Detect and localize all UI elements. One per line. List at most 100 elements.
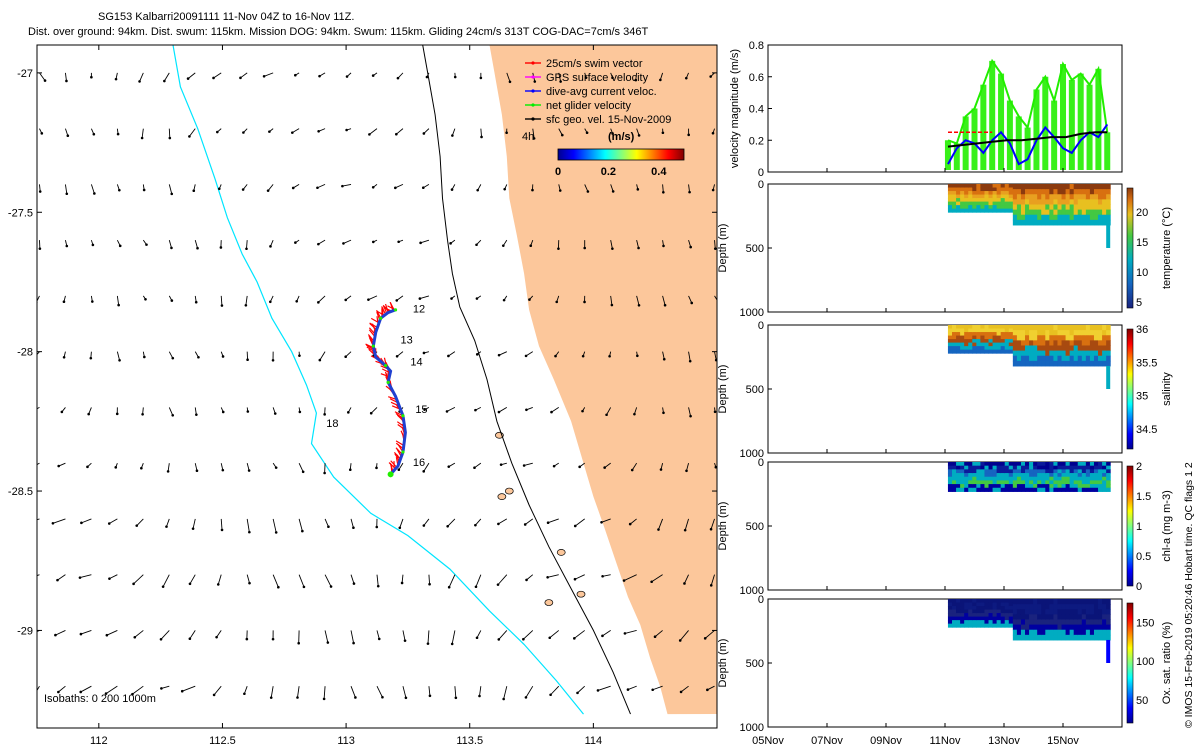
colorbar-tick-label: 0.5 (1136, 551, 1151, 563)
section-cell (1085, 599, 1091, 605)
velocity-arrow-head (560, 133, 564, 137)
velocity-arrow-head (186, 77, 190, 80)
isobaths-label: Isobaths: 0 200 1000m (44, 693, 156, 705)
section-cell (992, 613, 998, 618)
section-cell (972, 473, 977, 478)
section-cell (1012, 480, 1018, 485)
section-cell (1089, 476, 1095, 481)
section-cell (1025, 335, 1030, 341)
velocity-series (947, 58, 1109, 145)
section-cell (1041, 335, 1046, 341)
section-cell (952, 487, 957, 492)
section-cell (1041, 604, 1046, 610)
y-tick-label: 500 (746, 243, 764, 255)
section-cell (1020, 604, 1026, 610)
section-cell (1085, 480, 1091, 485)
velocity-arrow-head (90, 75, 93, 79)
velocity-arrow (525, 685, 534, 698)
section-cell (1102, 624, 1107, 631)
velocity-arrow-head (245, 247, 248, 251)
section-cell (980, 328, 985, 333)
velocity-arrow-head (194, 300, 198, 304)
section-cell (1008, 480, 1014, 485)
velocity-arrow-head (573, 524, 577, 528)
section-cell (1025, 604, 1030, 610)
velocity-arrow-head (713, 247, 717, 250)
section-cell (1065, 345, 1071, 352)
velocity-arrow (220, 295, 223, 306)
section-cell (1000, 599, 1006, 604)
section-cell (1089, 189, 1095, 195)
velocity-arrow (629, 518, 637, 525)
colorbar-tick-label: 36 (1136, 324, 1148, 336)
section-cell (1020, 469, 1026, 474)
section-cell (1012, 619, 1018, 626)
x-tick-label: 112.5 (209, 735, 236, 747)
section-cell (1020, 487, 1026, 492)
section-cell (1061, 199, 1067, 205)
section-cell (1045, 189, 1050, 195)
section-cell (1085, 219, 1091, 226)
section-cell (1081, 619, 1087, 626)
section-cell (992, 484, 998, 489)
velocity-arrow-head (524, 354, 528, 358)
section-cell (980, 484, 985, 489)
velocity-arrow-head (188, 637, 192, 640)
section-cell (1065, 609, 1071, 615)
section-cell (1025, 214, 1030, 221)
section-cell (1106, 629, 1111, 636)
section-cell (976, 332, 981, 337)
velocity-arrow (189, 128, 196, 137)
section-cell (1069, 465, 1075, 470)
velocity-arrow-head (650, 580, 653, 584)
velocity-arrow-head (525, 578, 528, 582)
section-cell (988, 620, 994, 625)
velocity-arrow-head (118, 244, 122, 248)
velocity-arrow-head (685, 469, 688, 473)
section-cell (960, 462, 965, 467)
section-cell (996, 208, 1002, 213)
net-velocity-bar (1060, 64, 1066, 170)
velocity-arrow-head (142, 188, 146, 192)
section-cell (1106, 184, 1111, 190)
section-cell (1065, 469, 1071, 474)
section-cell (1029, 476, 1034, 481)
velocity-arrow-head (317, 130, 320, 133)
velocity-arrow-head (352, 526, 355, 530)
velocity-arrow (597, 685, 611, 691)
section-cell (952, 184, 957, 189)
section-cell (1065, 604, 1071, 610)
section-cell (1037, 609, 1042, 615)
net-velocity-bar (998, 73, 1005, 170)
time-tick-label: 11Nov (930, 735, 961, 747)
section-cell (1000, 616, 1006, 621)
section-cell (1069, 335, 1075, 341)
section-cell (1049, 614, 1054, 620)
section-cell (992, 602, 998, 607)
net-velocity-bar (1086, 84, 1093, 170)
velocity-arrow-head (473, 466, 476, 470)
section-cell (1065, 629, 1071, 636)
velocity-arrow (610, 240, 613, 249)
section-cell (1000, 609, 1006, 614)
velocity-arrow (167, 463, 170, 472)
section-cell (1073, 184, 1079, 190)
section-cell (984, 325, 990, 330)
section-cell (976, 623, 981, 628)
velocity-arrow-head (428, 582, 431, 586)
section-cell (1061, 360, 1067, 367)
section-cell (1073, 604, 1079, 610)
section-cell (1081, 335, 1087, 341)
section-cell (968, 346, 973, 351)
velocity-arrow (116, 295, 120, 306)
velocity-arrow (162, 574, 170, 587)
velocity-arrow-head (633, 412, 636, 416)
section-colorbar (1126, 465, 1134, 587)
section-cell (984, 187, 990, 192)
section-cell (1053, 462, 1058, 467)
velocity-arrow (141, 128, 144, 139)
section-cell (960, 465, 965, 470)
velocity-arrow-head (396, 76, 400, 80)
